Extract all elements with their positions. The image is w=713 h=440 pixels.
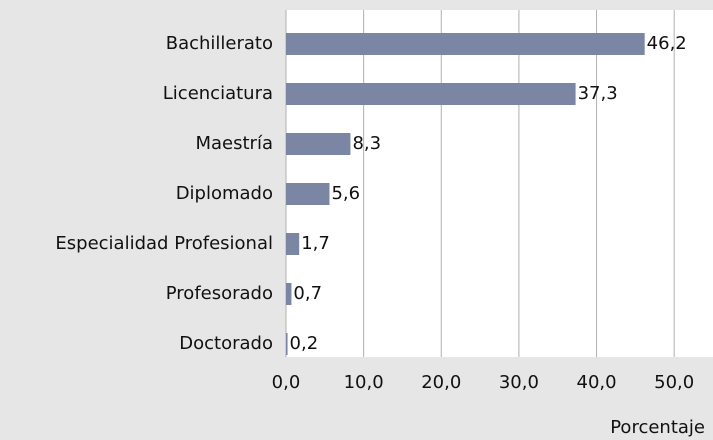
x-tick-label: 20,0	[421, 372, 461, 393]
bar	[286, 183, 330, 205]
data-label: 8,3	[352, 133, 381, 154]
x-tick-label: 0,0	[272, 372, 301, 393]
y-tick-label: Licenciatura	[163, 83, 273, 104]
bar	[286, 283, 292, 305]
data-label: 0,7	[293, 283, 322, 304]
x-axis-label: Porcentaje	[610, 417, 705, 438]
data-label: 0,2	[290, 333, 319, 354]
y-tick-label: Doctorado	[179, 333, 273, 354]
data-label: 37,3	[578, 83, 618, 104]
x-tick-label: 50,0	[654, 372, 694, 393]
bar	[286, 233, 300, 255]
bar	[286, 83, 576, 105]
y-tick-label: Profesorado	[166, 283, 273, 304]
x-tick-label: 30,0	[499, 372, 539, 393]
y-tick-label: Bachillerato	[166, 33, 273, 54]
x-tick-label: 40,0	[577, 372, 617, 393]
bar	[286, 33, 645, 55]
y-tick-label: Maestría	[195, 133, 273, 154]
data-label: 5,6	[331, 183, 360, 204]
x-tick-label: 10,0	[344, 372, 384, 393]
data-label: 46,2	[647, 33, 687, 54]
bar	[286, 133, 351, 155]
y-tick-label: Especialidad Profesional	[55, 233, 273, 254]
bar	[286, 333, 288, 355]
data-label: 1,7	[301, 233, 330, 254]
plot-area	[286, 10, 713, 357]
y-tick-label: Diplomado	[176, 183, 273, 204]
